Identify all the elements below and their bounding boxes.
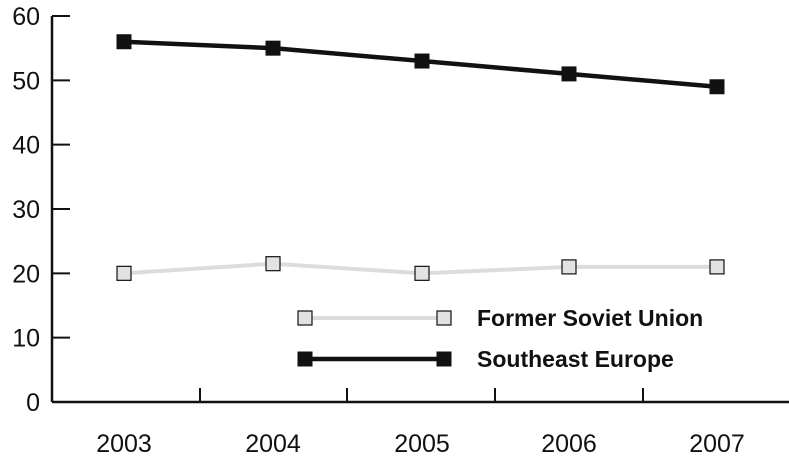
data-point: [709, 259, 725, 275]
legend-label: Former Soviet Union: [477, 305, 703, 331]
series-lines: [116, 34, 725, 281]
data-point: [265, 40, 281, 56]
y-tick-label: 40: [12, 132, 40, 160]
x-tick-label: 2006: [541, 430, 597, 457]
data-point: [561, 66, 577, 82]
data-point: [709, 79, 725, 95]
legend-marker: [297, 310, 313, 326]
data-point: [265, 256, 281, 272]
legend-marker: [436, 310, 452, 326]
legend-marker: [297, 351, 313, 367]
y-tick-label: 50: [12, 67, 40, 95]
y-tick-label: 20: [12, 260, 40, 288]
x-tick-label: 2004: [245, 430, 301, 457]
y-tick-label: 10: [12, 325, 40, 353]
legend-label: Southeast Europe: [477, 346, 674, 372]
data-point: [116, 34, 132, 50]
data-point: [414, 265, 430, 281]
legend: Former Soviet Union Southeast Europe: [297, 305, 703, 372]
legend-marker: [436, 351, 452, 367]
x-tick-label: 2005: [394, 430, 450, 457]
data-point: [414, 53, 430, 69]
data-point: [116, 265, 132, 281]
y-tick-label: 30: [12, 196, 40, 224]
data-point: [561, 259, 577, 275]
x-tick-label: 2003: [96, 430, 152, 457]
y-tick-label: 60: [12, 3, 40, 31]
axes: 0 10 20 30 40 50 60 2003 2004 2005 2006 2007: [12, 3, 789, 457]
y-tick-label: 0: [26, 389, 40, 417]
x-tick-label: 2007: [689, 430, 745, 457]
